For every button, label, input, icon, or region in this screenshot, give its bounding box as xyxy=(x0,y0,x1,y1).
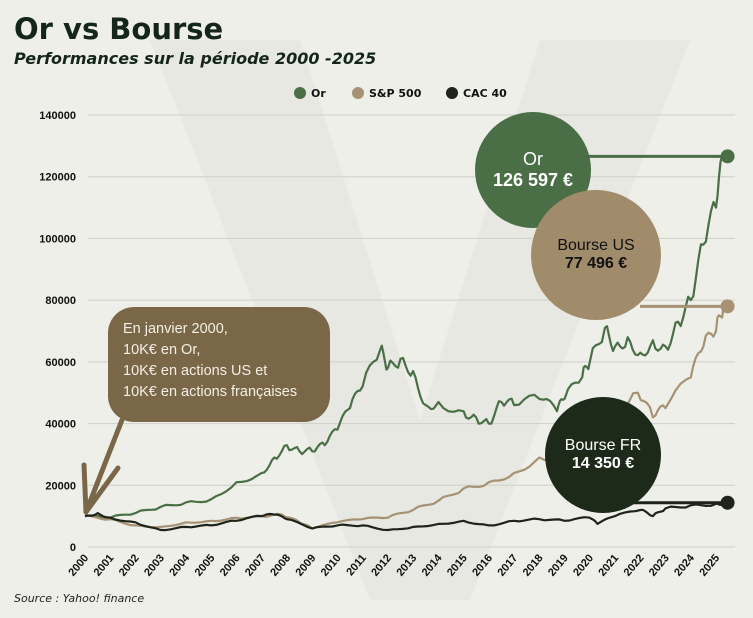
legend-marker xyxy=(294,87,306,99)
callout-line: En janvier 2000, xyxy=(123,321,228,337)
legend-label: Or xyxy=(311,87,326,100)
series-line xyxy=(84,306,725,530)
callout-line: 10K€ en actions US et xyxy=(123,363,268,379)
bubble-label: Or xyxy=(523,149,543,169)
legend-marker xyxy=(352,87,364,99)
end-marker xyxy=(720,495,735,510)
x-tick-label: 2019 xyxy=(546,552,571,578)
x-tick-label: 2023 xyxy=(647,552,672,578)
x-tick-label: 2008 xyxy=(268,552,293,578)
x-tick-label: 2002 xyxy=(117,552,142,578)
x-tick-label: 2004 xyxy=(167,552,192,579)
x-tick-label: 2003 xyxy=(142,552,167,578)
series-line xyxy=(84,153,725,519)
bubble-value: 14 350 € xyxy=(571,455,635,472)
bubble-fr: Bourse FR 14 350 € xyxy=(545,397,661,513)
bubble-value: 77 496 € xyxy=(564,255,628,272)
x-tick-label: 2021 xyxy=(596,552,621,578)
bubble-label: Bourse FR xyxy=(564,437,642,454)
series-line xyxy=(84,501,725,532)
chart-title: Or vs Bourse xyxy=(14,12,224,46)
x-tick-label: 2024 xyxy=(672,552,697,579)
callout-arrow xyxy=(81,417,125,515)
chart-subtitle: Performances sur la période 2000 -2025 xyxy=(14,49,377,68)
y-tick-label: 60000 xyxy=(45,357,76,369)
y-tick-label: 80000 xyxy=(45,295,76,307)
x-tick-label: 2006 xyxy=(218,552,243,578)
x-tick-label: 2022 xyxy=(622,552,647,578)
legend-label: CAC 40 xyxy=(463,87,507,100)
x-tick-label: 2017 xyxy=(495,552,520,578)
x-tick-label: 2020 xyxy=(571,552,596,578)
callout-line: 10K€ en actions françaises xyxy=(123,384,298,400)
y-tick-label: 20000 xyxy=(45,480,76,492)
callout-box: En janvier 2000, 10K€ en Or, 10K€ en act… xyxy=(108,307,330,422)
x-tick-label: 2025 xyxy=(697,552,722,578)
legend-marker xyxy=(446,87,458,99)
x-tick-label: 2001 xyxy=(92,552,117,578)
x-tick-label: 2005 xyxy=(193,552,218,578)
x-tick-label: 2009 xyxy=(294,552,319,578)
x-tick-label: 2000 xyxy=(66,552,91,578)
y-tick-label: 0 xyxy=(70,542,76,554)
x-tick-label: 2010 xyxy=(319,552,344,578)
callout-line: 10K€ en Or, xyxy=(123,342,201,358)
bubble-us: Bourse US 77 496 € xyxy=(531,190,661,320)
y-tick-label: 100000 xyxy=(39,233,76,245)
legend-label: S&P 500 xyxy=(369,87,422,100)
end-marker xyxy=(720,299,735,314)
y-tick-label: 120000 xyxy=(39,172,76,184)
bubble-label: Bourse US xyxy=(557,237,635,254)
y-tick-label: 140000 xyxy=(39,110,76,122)
y-tick-label: 40000 xyxy=(45,419,76,431)
x-tick-label: 2007 xyxy=(243,552,268,578)
source-note: Source : Yahoo! finance xyxy=(14,592,145,605)
x-tick-label: 2018 xyxy=(521,552,546,578)
end-marker xyxy=(720,149,735,164)
bubble-value: 126 597 € xyxy=(492,170,574,190)
